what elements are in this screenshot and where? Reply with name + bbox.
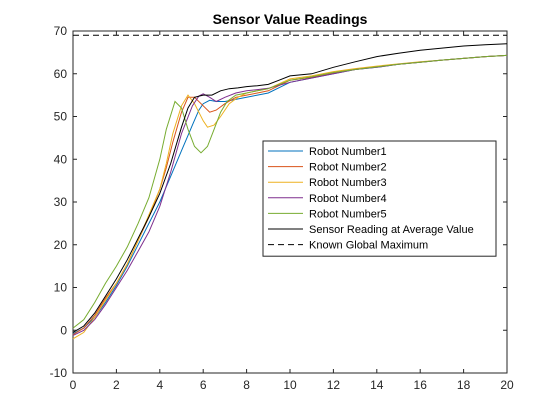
y-tick-label: 40 (54, 152, 68, 166)
legend-label-robot-number3: Robot Number3 (309, 177, 387, 189)
legend-label-sensor-reading-at-average-value: Sensor Reading at Average Value (309, 224, 474, 236)
legend-label-robot-number4: Robot Number4 (309, 193, 387, 205)
y-tick-label: 60 (54, 67, 68, 81)
x-tick-label: 18 (457, 378, 471, 392)
x-tick-label: 16 (414, 378, 428, 392)
y-tick-label: 30 (54, 195, 68, 209)
legend-label-robot-number5: Robot Number5 (309, 208, 387, 220)
y-tick-label: 20 (54, 238, 68, 252)
y-tick-label: -10 (50, 366, 68, 380)
x-tick-label: 6 (200, 378, 207, 392)
chart-title: Sensor Value Readings (213, 11, 368, 27)
y-tick-label: 0 (60, 323, 67, 337)
legend-label-robot-number1: Robot Number1 (309, 146, 387, 158)
legend: Robot Number1 Robot Number2 Robot Number3 R… (263, 141, 496, 256)
y-tick-label: 70 (54, 24, 68, 38)
y-tick-label: 10 (54, 281, 68, 295)
x-tick-label: 2 (113, 378, 120, 392)
legend-label-known-global-maximum: Known Global Maximum (309, 240, 428, 252)
x-tick-label: 14 (370, 378, 384, 392)
x-tick-label: 12 (327, 378, 341, 392)
x-tick-label: 8 (243, 378, 250, 392)
x-tick-label: 10 (283, 378, 297, 392)
x-tick-label: 4 (156, 378, 163, 392)
y-tick-label: 50 (54, 110, 68, 124)
x-tick-label: 0 (70, 378, 77, 392)
legend-label-robot-number2: Robot Number2 (309, 162, 387, 174)
x-tick-label: 20 (500, 378, 514, 392)
